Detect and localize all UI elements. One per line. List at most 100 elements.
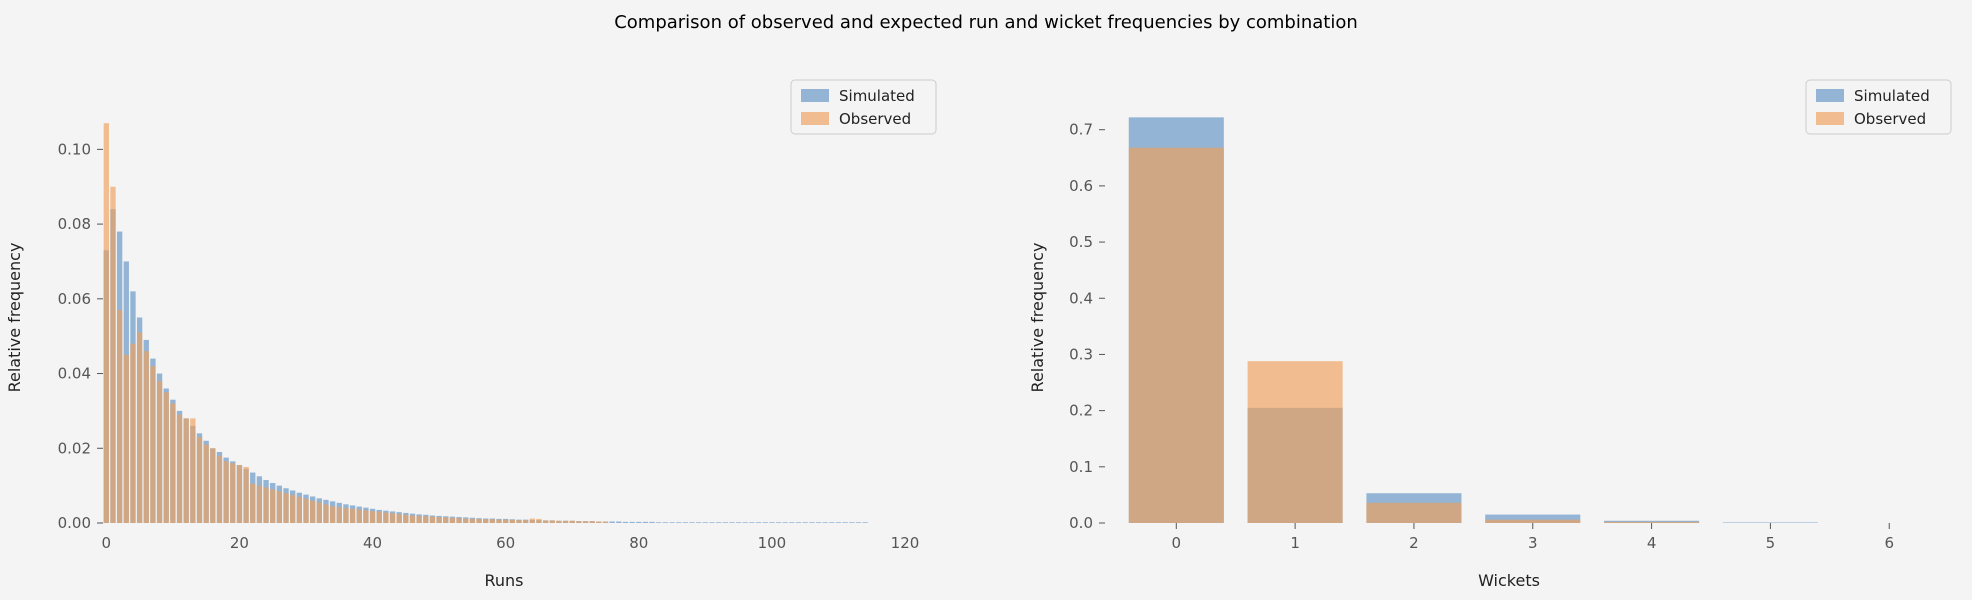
bar-observed-68 [556, 520, 562, 523]
bar-simulated-88 [689, 522, 695, 523]
y-axis-label: Relative frequency [1028, 243, 1047, 393]
bar-observed-1 [110, 186, 116, 523]
bar-observed-66 [542, 520, 549, 523]
y-tick-label: 0.3 [1069, 345, 1093, 363]
bar-observed-58 [489, 519, 496, 523]
bar-simulated-101 [775, 522, 782, 523]
bar-observed-42 [383, 512, 389, 523]
x-tick-label: 0 [1172, 534, 1182, 552]
legend: Simulated Observed [1805, 79, 1952, 135]
bar-simulated-108 [822, 522, 828, 523]
legend-swatch-simulated [1816, 89, 1844, 102]
x-tick-label: 0 [102, 534, 112, 552]
bar-observed-41 [376, 511, 382, 523]
bar-observed-63 [522, 520, 529, 523]
bar-observed-20 [236, 465, 243, 523]
bar-simulated-5 [1722, 522, 1818, 523]
bar-observed-4 [1604, 521, 1700, 523]
x-axis-label: Runs [484, 571, 523, 590]
bar-observed-16 [210, 448, 216, 523]
bar-observed-74 [596, 521, 602, 523]
bar-observed-48 [423, 516, 429, 523]
bar-simulated-85 [669, 522, 675, 523]
bar-observed-9 [163, 392, 169, 523]
y-tick-label: 0.04 [58, 365, 91, 383]
bar-simulated-79 [629, 521, 635, 523]
bar-simulated-98 [755, 522, 762, 523]
y-tick-label: 0.5 [1069, 233, 1093, 251]
bar-simulated-113 [855, 522, 862, 523]
bar-observed-73 [589, 521, 595, 523]
bar-observed-23 [256, 485, 263, 523]
bar-observed-2 [1366, 502, 1462, 523]
bar-observed-0 [103, 123, 109, 523]
bar-observed-56 [476, 518, 482, 523]
bar-simulated-89 [696, 522, 702, 523]
bar-observed-18 [223, 461, 229, 523]
bar-simulated-104 [795, 522, 802, 523]
bar-observed-33 [323, 504, 329, 523]
bar-observed-70 [569, 520, 575, 523]
bar-observed-27 [283, 493, 289, 523]
bar-observed-44 [396, 514, 402, 523]
legend-label-simulated: Simulated [839, 87, 915, 105]
bar-observed-50 [436, 517, 442, 523]
bar-observed-62 [516, 520, 522, 523]
x-tick-label: 100 [758, 534, 787, 552]
bar-simulated-110 [835, 522, 842, 523]
bar-observed-60 [503, 519, 509, 523]
y-tick-label: 0.1 [1069, 458, 1093, 476]
bar-observed-67 [549, 520, 555, 523]
x-tick-label: 6 [1884, 534, 1894, 552]
bar-observed-11 [176, 414, 183, 523]
bar-observed-6 [143, 351, 149, 523]
bar-observed-15 [203, 444, 209, 523]
bar-simulated-91 [709, 522, 715, 523]
bar-observed-8 [156, 381, 163, 523]
y-tick-label: 0.08 [58, 215, 91, 233]
bar-observed-3 [1485, 519, 1581, 523]
bar-simulated-84 [662, 522, 669, 523]
bar-observed-10 [170, 403, 176, 523]
bar-observed-40 [369, 511, 376, 523]
y-tick-label: 0.2 [1069, 402, 1093, 420]
y-tick-label: 0.7 [1069, 121, 1093, 139]
x-tick-label: 4 [1647, 534, 1657, 552]
y-tick-label: 0.06 [58, 290, 91, 308]
bar-simulated-111 [842, 522, 848, 523]
x-tick-label: 60 [496, 534, 515, 552]
bar-observed-2 [116, 310, 123, 523]
bar-observed-49 [429, 516, 436, 523]
bar-simulated-92 [715, 522, 722, 523]
bar-simulated-90 [702, 522, 708, 523]
bar-observed-3 [123, 354, 129, 523]
bar-observed-52 [449, 517, 456, 523]
bar-simulated-106 [809, 522, 815, 523]
bar-observed-65 [536, 518, 542, 523]
bar-simulated-76 [609, 521, 615, 523]
bar-observed-72 [582, 521, 589, 523]
bar-observed-5 [136, 332, 143, 523]
bar-simulated-107 [815, 522, 822, 523]
legend-label-observed: Observed [1854, 110, 1926, 128]
x-tick-label: 80 [629, 534, 648, 552]
bar-observed-69 [562, 520, 569, 523]
bar-simulated-93 [722, 522, 728, 523]
bar-simulated-100 [769, 522, 775, 523]
x-axis-label: Wickets [1478, 571, 1540, 590]
bar-observed-53 [456, 518, 462, 523]
bar-simulated-99 [762, 522, 768, 523]
legend-label-simulated: Simulated [1854, 87, 1930, 105]
y-tick-label: 0.02 [58, 439, 91, 457]
bar-observed-55 [469, 518, 476, 523]
bar-observed-57 [483, 519, 489, 523]
bar-observed-35 [336, 507, 342, 523]
bar-simulated-78 [622, 521, 629, 523]
bar-simulated-77 [616, 521, 622, 523]
x-tick-label: 20 [230, 534, 249, 552]
bar-simulated-112 [849, 522, 855, 523]
y-tick-label: 0.10 [58, 140, 91, 158]
bar-observed-46 [409, 515, 416, 523]
bar-observed-47 [416, 515, 422, 523]
